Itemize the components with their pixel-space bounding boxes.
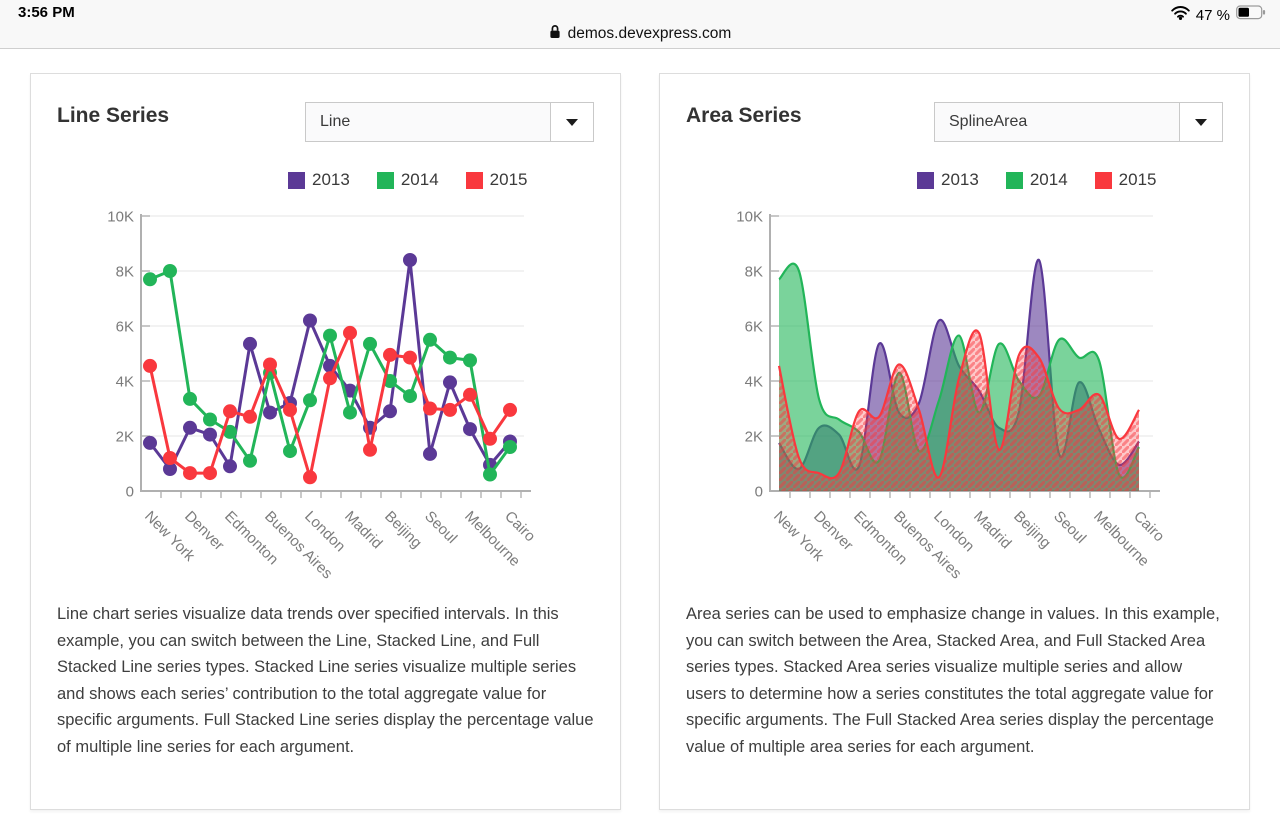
legend-item: 2015 [465, 170, 528, 190]
dropdown-open-button[interactable] [1180, 103, 1222, 141]
axis-ticks [141, 215, 522, 498]
svg-text:10K: 10K [736, 209, 763, 226]
series-2015 [143, 325, 517, 485]
gridlines [141, 215, 524, 437]
battery-icon [1236, 5, 1266, 25]
url-bar[interactable]: demos.devexpress.com [0, 21, 1280, 47]
series-type-dropdown[interactable]: SplineArea [934, 102, 1223, 142]
legend-label: 2014 [1029, 170, 1068, 189]
svg-text:4K: 4K [745, 374, 763, 391]
line-chart-container: 0 2K 4K 6K 8K 10K New York Denver Edmonton Buenos… [31, 201, 622, 591]
dropdown-open-button[interactable] [551, 103, 593, 141]
legend-swatch [288, 171, 305, 189]
legend-swatch [1094, 171, 1112, 189]
area-series-panel: Area Series SplineArea 2013 2014 2015 0 2K 4… [659, 73, 1250, 810]
legend-label: 2014 [400, 170, 439, 189]
legend-label: 2015 [489, 170, 528, 189]
legend-swatch [917, 171, 934, 189]
legend-item: 2014 [376, 170, 439, 190]
svg-text:8K: 8K [745, 264, 763, 281]
svg-text:2K: 2K [745, 429, 763, 446]
legend-swatch [1005, 171, 1023, 189]
svg-text:Beijing: Beijing [1010, 508, 1054, 552]
status-indicators: 47 % [1171, 5, 1266, 25]
chart-legend: 2013 2014 2015 [288, 170, 527, 190]
caret-down-icon [1195, 118, 1207, 126]
status-time: 3:56 PM [18, 4, 75, 21]
legend-item: 2013 [288, 170, 350, 190]
dropdown-selected-value[interactable]: Line [306, 103, 551, 141]
battery-percent: 47 % [1195, 6, 1230, 24]
chart-description: Area series can be used to emphasize cha… [686, 605, 1220, 756]
svg-text:Madrid: Madrid [341, 508, 385, 552]
browser-top-bar: 3:56 PM 47 % demos.devexpress. [0, 0, 1280, 49]
dropdown-selected-value[interactable]: SplineArea [935, 103, 1180, 141]
series-2014 [143, 264, 517, 482]
y-axis-labels: 0 2K 4K 6K 8K 10K [736, 209, 763, 501]
legend-item: 2013 [917, 170, 979, 190]
svg-text:2K: 2K [116, 429, 134, 446]
svg-text:4K: 4K [116, 374, 134, 391]
legend-swatch [465, 171, 483, 189]
panel-title: Line Series [57, 104, 170, 127]
svg-text:Seoul: Seoul [421, 508, 460, 547]
svg-text:0: 0 [755, 484, 763, 501]
svg-text:Beijing: Beijing [381, 508, 425, 552]
svg-text:Madrid: Madrid [970, 508, 1014, 552]
legend-label: 2015 [1118, 170, 1157, 189]
svg-text:0: 0 [126, 484, 134, 501]
series-2015 [777, 329, 1140, 491]
url-text: demos.devexpress.com [567, 25, 732, 42]
svg-text:6K: 6K [745, 319, 763, 336]
axis-lines [140, 214, 531, 492]
svg-text:Seoul: Seoul [1050, 508, 1089, 547]
legend-item: 2014 [1005, 170, 1068, 190]
area-chart-svg: 0 2K 4K 6K 8K 10K New YorkDenverEdmontonBuenos… [736, 209, 1167, 583]
svg-text:Cairo: Cairo [1130, 508, 1167, 545]
series-2013 [143, 253, 517, 476]
legend-item: 2015 [1094, 170, 1157, 190]
svg-text:8K: 8K [116, 264, 134, 281]
svg-text:6K: 6K [116, 319, 134, 336]
caret-down-icon [566, 118, 578, 126]
series-type-dropdown[interactable]: Line [305, 102, 594, 142]
legend-label: 2013 [941, 170, 979, 189]
y-axis-labels: 0 2K 4K 6K 8K 10K [107, 209, 134, 501]
svg-text:10K: 10K [107, 209, 134, 226]
chart-legend: 2013 2014 2015 [917, 170, 1156, 190]
wifi-icon [1171, 5, 1190, 25]
panel-title: Area Series [686, 104, 802, 127]
line-chart-svg: 0 2K 4K 6K 8K 10K New YorkDenverEdmontonBuenos… [107, 209, 538, 583]
legend-swatch [376, 171, 394, 189]
svg-text:Cairo: Cairo [501, 508, 538, 545]
legend-label: 2013 [312, 170, 350, 189]
chart-description: Line chart series visualize data trends … [57, 605, 594, 756]
area-chart-container: 0 2K 4K 6K 8K 10K New York Denver Edmonton Buenos… [660, 201, 1251, 591]
line-series-panel: Line Series Line 2013 2014 2015 0 2K 4K 6K 8K 1… [30, 73, 621, 810]
lock-icon [549, 24, 561, 44]
